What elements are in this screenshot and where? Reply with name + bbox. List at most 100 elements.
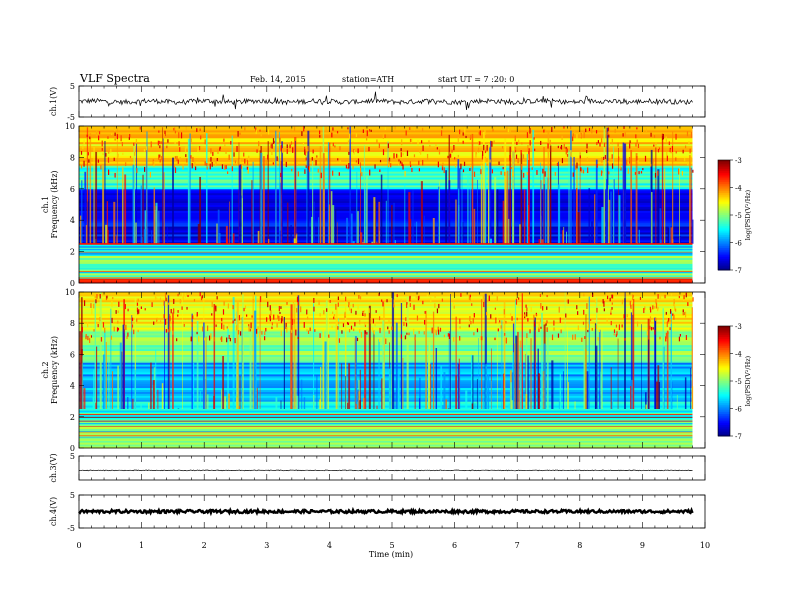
colorbar-swatch: [718, 362, 730, 365]
heatmap-band: [79, 214, 693, 217]
heatmap-speckle: [491, 141, 493, 147]
heatmap-band: [79, 389, 693, 392]
heatmap-speckle: [223, 324, 225, 330]
heatmap-speckle: [413, 127, 415, 131]
heatmap-speckle: [379, 169, 381, 172]
heatmap-speckle: [556, 162, 559, 166]
heatmap-speckle: [286, 326, 288, 333]
heatmap-streak: [352, 241, 355, 244]
heatmap-speckle: [243, 307, 245, 312]
ch4-waveform-panel: 5-5ch.4(V): [49, 491, 706, 533]
heatmap-streak: [508, 218, 510, 244]
heatmap-speckle: [665, 136, 667, 142]
heatmap-speckle: [248, 325, 250, 332]
heatmap-band: [79, 263, 693, 266]
heatmap-streak: [676, 394, 678, 409]
heatmap-streak: [135, 222, 137, 244]
heatmap-speckle: [356, 337, 359, 342]
heatmap-band: [79, 336, 693, 340]
heatmap-speckle: [204, 139, 206, 145]
heatmap-streak: [540, 162, 541, 244]
heatmap-speckle: [348, 151, 350, 155]
heatmap-streak: [116, 127, 118, 244]
heatmap-speckle: [223, 138, 225, 142]
heatmap-speckle: [436, 308, 439, 314]
heatmap-band: [79, 410, 693, 414]
heatmap-band: [79, 216, 693, 219]
heatmap-streak: [618, 195, 621, 244]
heatmap-band: [79, 182, 693, 186]
heatmap-streak: [107, 229, 109, 244]
heatmap-speckle: [598, 329, 600, 333]
colorbar-swatch: [718, 415, 730, 419]
heatmap-streak: [108, 360, 110, 409]
heatmap-speckle: [582, 321, 585, 325]
heatmap-speckle: [442, 162, 444, 168]
heatmap-speckle: [319, 135, 321, 138]
heatmap-speckle: [672, 313, 675, 317]
heatmap-speckle: [470, 134, 472, 139]
heatmap-speckle: [135, 139, 137, 144]
heatmap-streak: [187, 138, 190, 244]
heatmap-streak: [458, 358, 460, 409]
heatmap-streak: [371, 241, 374, 244]
heatmap-speckle: [554, 172, 556, 176]
heatmap-speckle: [267, 154, 269, 160]
heatmap-speckle: [82, 145, 84, 150]
heatmap-speckle: [129, 155, 132, 159]
heatmap-speckle: [516, 317, 518, 321]
colorbar-swatch: [718, 180, 730, 183]
x-tick-label: 6: [452, 541, 457, 550]
heatmap-streak: [287, 202, 289, 244]
heatmap-streak: [568, 150, 570, 244]
heatmap-speckle: [158, 130, 160, 133]
y-axis-label: ch.2: [41, 361, 50, 378]
heatmap-speckle: [505, 320, 507, 324]
colorbar-swatch: [718, 397, 730, 400]
heatmap-streak: [146, 146, 148, 244]
heatmap-streak: [474, 403, 476, 409]
heatmap-speckle: [198, 146, 201, 151]
heatmap-streak: [541, 312, 543, 409]
heatmap-streak: [394, 392, 396, 409]
colorbar-label: log(PSD(V²/Hz): [744, 189, 752, 240]
heatmap-streak: [438, 186, 441, 244]
heatmap-speckle: [172, 320, 174, 324]
heatmap-speckle: [624, 132, 626, 138]
heatmap-speckle: [182, 295, 184, 301]
heatmap-streak: [631, 379, 633, 409]
heatmap-streak: [204, 379, 206, 409]
heatmap-speckle: [100, 293, 102, 297]
heatmap-speckle: [539, 294, 541, 297]
colorbar-swatch: [718, 246, 730, 249]
heatmap-speckle: [586, 157, 589, 161]
colorbar-swatch: [718, 425, 730, 428]
heatmap-streak: [623, 143, 627, 244]
heatmap-speckle: [417, 140, 419, 146]
heatmap-streak: [290, 330, 293, 409]
heatmap-band: [79, 331, 693, 334]
heatmap-speckle: [239, 331, 242, 336]
heatmap-speckle: [304, 150, 307, 156]
heatmap-streak: [127, 397, 129, 409]
heatmap-speckle: [606, 318, 608, 324]
heatmap-band: [79, 190, 693, 194]
heatmap-speckle: [603, 156, 605, 160]
heatmap-speckle: [409, 303, 411, 307]
heatmap-speckle: [173, 164, 176, 168]
ch3-waveform-panel: 5ch.3(V): [49, 452, 706, 483]
heatmap-band: [79, 165, 693, 168]
heatmap-speckle: [682, 310, 684, 316]
heatmap-speckle: [334, 145, 336, 148]
heatmap-speckle: [228, 323, 230, 328]
heatmap-streak: [638, 229, 640, 244]
heatmap-speckle: [509, 128, 511, 135]
heatmap-speckle: [331, 325, 333, 329]
heatmap-speckle: [558, 306, 560, 313]
heatmap-streak: [205, 133, 208, 244]
heatmap-speckle: [337, 296, 339, 301]
heatmap-streak: [378, 339, 380, 409]
heatmap-speckle: [221, 336, 223, 342]
heatmap-streak: [443, 372, 446, 409]
heatmap-speckle: [323, 310, 325, 315]
